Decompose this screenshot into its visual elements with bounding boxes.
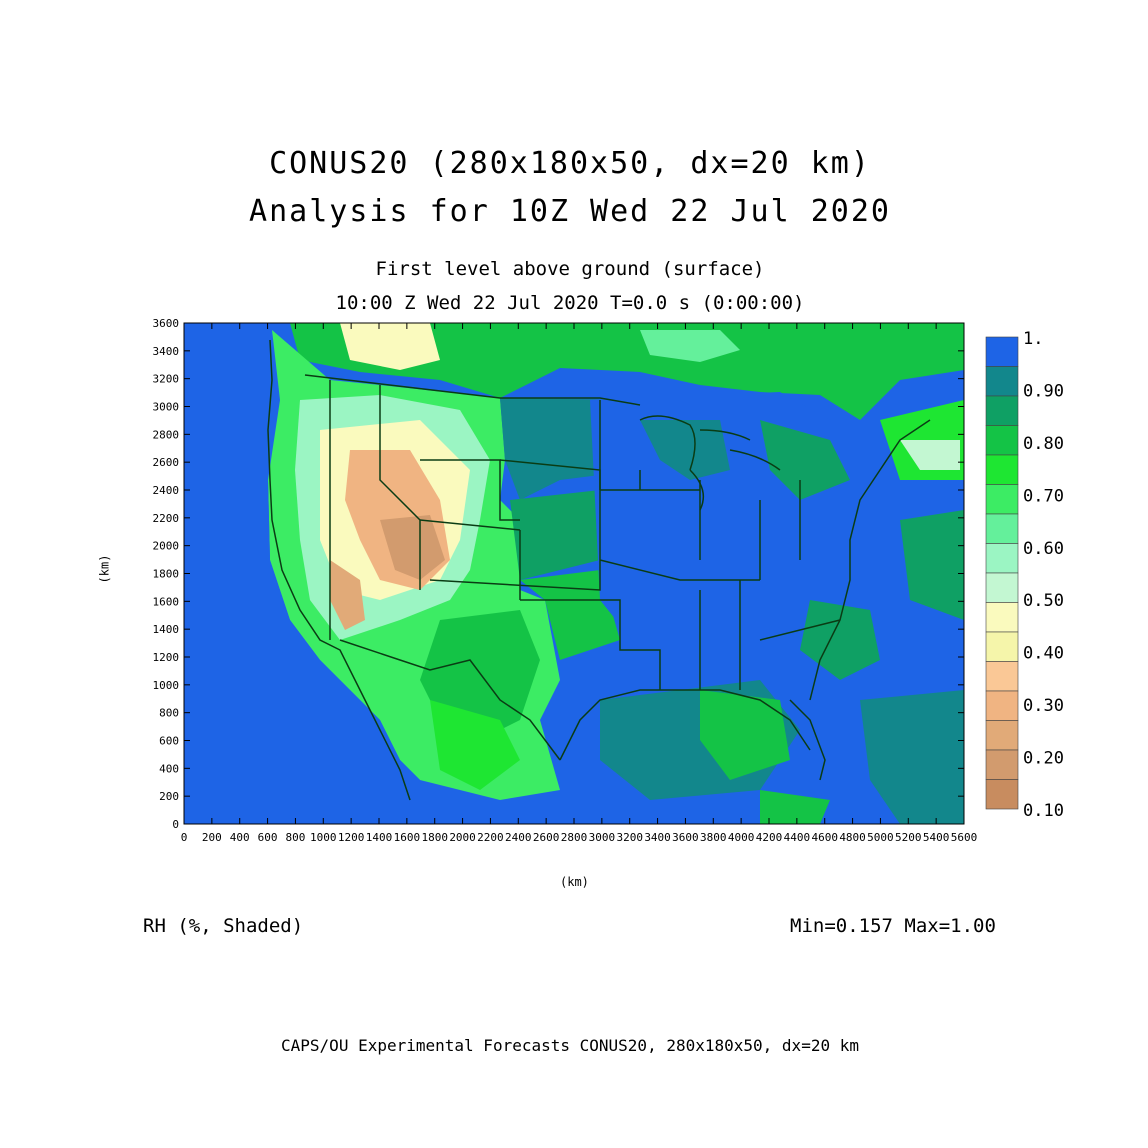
y-tick-label: 2600 [153,456,180,469]
x-tick-label: 1600 [394,831,421,844]
x-tick-label: 0 [181,831,188,844]
x-tick-label: 1400 [366,831,393,844]
x-tick-label: 1800 [421,831,448,844]
min-max-readout: Min=0.157 Max=1.00 [790,915,996,937]
colorbar-label: 0.30 [1023,696,1064,716]
colorbar-swatch [985,336,1019,367]
x-tick-label: 1000 [310,831,337,844]
footer-credit: CAPS/OU Experimental Forecasts CONUS20, … [281,1036,859,1055]
y-tick-label: 1000 [153,679,180,692]
x-tick-label: 3000 [589,831,616,844]
west-coastline [267,339,411,801]
x-tick-label: 1200 [338,831,365,844]
y-tick-label: 600 [159,735,179,748]
x-tick-label: 5600 [951,831,978,844]
x-tick-label: 5400 [923,831,950,844]
y-tick-label: 0 [172,818,179,831]
rh-field [184,323,964,824]
colorbar-label: 0.80 [1023,434,1064,454]
field-label: RH (%, Shaded) [143,915,304,937]
colorbar-swatch [985,484,1019,515]
axis-ticks [183,322,965,825]
y-tick-label: 3400 [153,345,180,358]
x-tick-label: 4200 [756,831,783,844]
colorbar-swatch [985,779,1019,810]
x-tick-label: 800 [285,831,305,844]
x-tick-label: 600 [258,831,278,844]
colorbar-swatch [985,572,1019,603]
y-tick-label: 3600 [153,317,180,330]
colorbar-swatch [985,454,1019,485]
x-tick-label: 2200 [477,831,504,844]
y-tick-label: 2800 [153,428,180,441]
colorbar-label: 0.70 [1023,486,1064,506]
x-tick-label: 2600 [533,831,560,844]
colorbar-swatch [985,395,1019,426]
y-axis-label: (km) [97,554,112,584]
colorbar-label: 0.10 [1023,801,1064,821]
y-tick-label: 2000 [153,540,180,553]
level-subtitle: First level above ground (surface) [375,258,765,280]
y-tick-label: 3200 [153,373,180,386]
y-tick-label: 2200 [153,512,180,525]
colorbar-swatch [985,513,1019,544]
colorbar-swatch [985,690,1019,721]
colorbar-legend: 1. 0.90 0.80 0.70 0.60 0.50 0.40 0.30 0.20 0.10 [985,329,1064,821]
colorbar-swatch [985,720,1019,751]
x-tick-label: 3800 [700,831,727,844]
x-tick-label: 200 [202,831,222,844]
y-tick-label: 3000 [153,401,180,414]
x-tick-label: 4600 [811,831,838,844]
y-tick-label: 1600 [153,595,180,608]
x-axis-label: (km) [560,875,589,889]
x-tick-label: 4400 [784,831,811,844]
x-tick-label: 2400 [505,831,532,844]
x-tick-label: 4800 [839,831,866,844]
y-tick-label: 2400 [153,484,180,497]
plot-title-line1: CONUS20 (280x180x50, dx=20 km) [269,146,871,181]
axis-tick-labels: 0 200 400 600 800 1000 1200 1400 1600 1800 2000 220… [153,317,978,844]
y-tick-label: 800 [159,707,179,720]
colorbar-label: 0.40 [1023,644,1064,664]
x-tick-label: 5200 [895,831,922,844]
y-tick-label: 1400 [153,623,180,636]
x-tick-label: 2800 [561,831,588,844]
y-tick-label: 400 [159,762,179,775]
plot-title-line2: Analysis for 10Z Wed 22 Jul 2020 [249,194,891,229]
y-tick-label: 1200 [153,651,180,664]
x-tick-label: 4000 [728,831,755,844]
political-boundaries [267,339,931,801]
colorbar-swatch [985,749,1019,780]
colorbar-swatch [985,543,1019,574]
colorbar-label: 1. [1023,329,1043,349]
x-tick-label: 5000 [867,831,894,844]
colorbar-label: 0.60 [1023,539,1064,559]
x-tick-label: 400 [230,831,250,844]
colorbar-swatch [985,366,1019,397]
time-subtitle: 10:00 Z Wed 22 Jul 2020 T=0.0 s (0:00:00… [335,292,805,314]
x-tick-label: 2000 [449,831,476,844]
x-tick-label: 3600 [672,831,699,844]
y-tick-label: 1800 [153,568,180,581]
colorbar-swatch [985,602,1019,633]
colorbar-label: 0.20 [1023,749,1064,769]
y-tick-label: 200 [159,790,179,803]
x-tick-label: 3200 [616,831,643,844]
colorbar-swatch [985,661,1019,692]
colorbar-swatch [985,425,1019,456]
colorbar-swatch [985,631,1019,662]
colorbar-label: 0.90 [1023,381,1064,401]
x-tick-label: 3400 [644,831,671,844]
colorbar-label: 0.50 [1023,591,1064,611]
